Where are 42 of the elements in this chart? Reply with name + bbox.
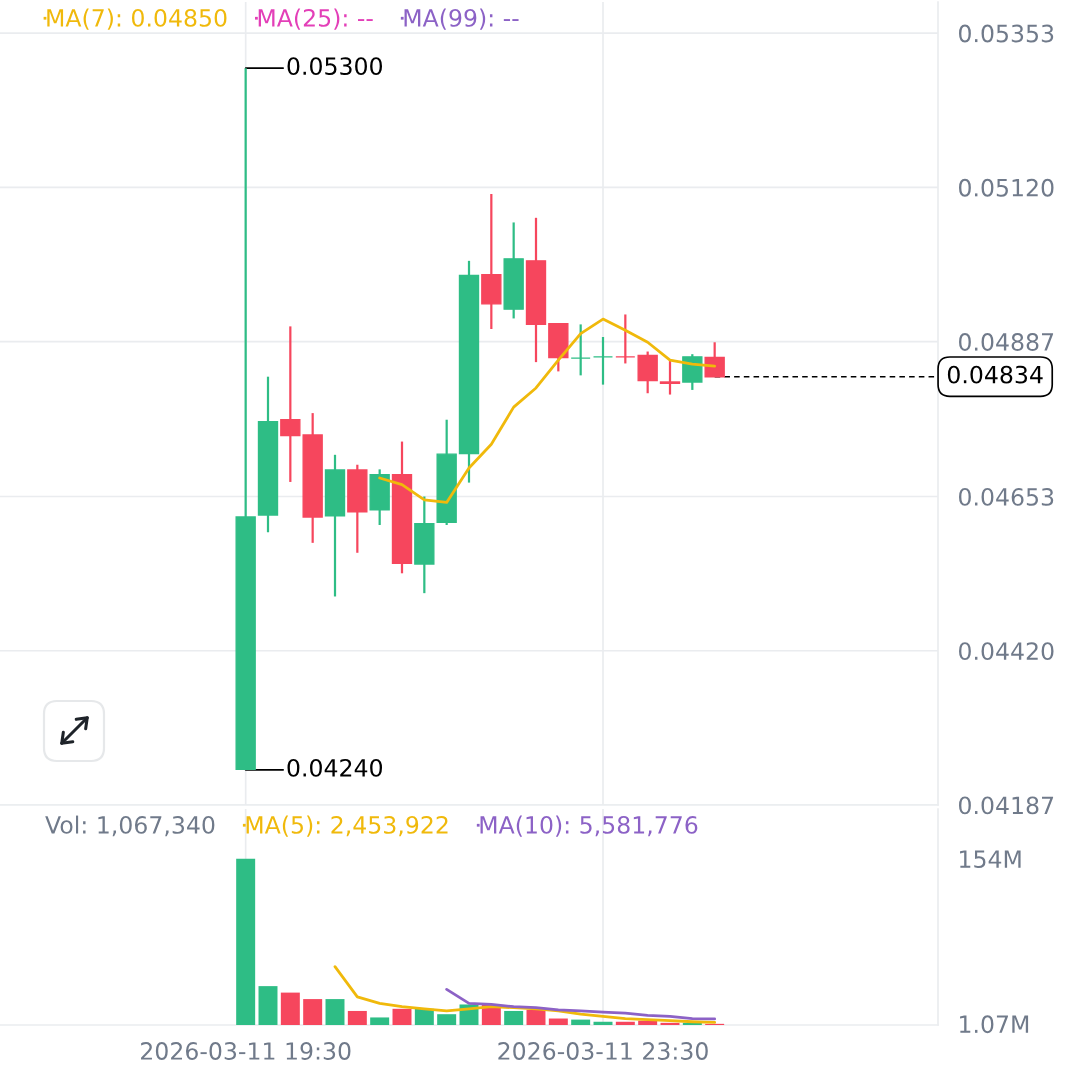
bar	[437, 1014, 457, 1025]
x-tick-label: 2026-03-11 23:30	[498, 1042, 708, 1060]
bar	[392, 1008, 412, 1025]
legend-label: MA(25): --	[258, 8, 373, 30]
y-tick-label: 0.04887	[959, 333, 1054, 351]
bar	[347, 1010, 367, 1025]
bar	[526, 1009, 546, 1025]
bar	[682, 1022, 702, 1025]
candlestick	[615, 313, 636, 365]
bar	[258, 986, 278, 1025]
bar	[325, 999, 345, 1025]
bar	[638, 1020, 658, 1025]
annotation: 0.04240	[287, 758, 383, 777]
bar	[504, 1010, 524, 1025]
legend-label: MA(99): --	[404, 8, 519, 30]
candlestick	[592, 335, 614, 386]
bar	[370, 1017, 390, 1025]
bar	[280, 992, 300, 1025]
bar	[571, 1019, 591, 1025]
annotation: 0.05300	[287, 57, 383, 76]
y-tick-label: 1.07M	[960, 1015, 1029, 1034]
legend-label: MA(10): 5,581,776	[480, 815, 698, 837]
y-tick-label: 0.04653	[959, 487, 1054, 506]
annotation: Vol: 1,067,340	[45, 815, 215, 837]
ref-line-label: 0.04834	[947, 365, 1043, 384]
bar	[236, 858, 256, 1025]
legend-label: MA(7): 0.04850	[47, 8, 227, 30]
candlestick	[704, 341, 725, 378]
x-tick-label: 2026-03-11 19:30	[141, 1042, 351, 1060]
y-tick-label: 154M	[960, 850, 1021, 868]
bar	[548, 1018, 568, 1025]
bar	[303, 999, 323, 1025]
y-tick-label: 0.04420	[959, 642, 1054, 661]
y-tick-label: 0.05120	[959, 178, 1054, 197]
candlestick	[659, 359, 681, 396]
bar	[414, 1008, 434, 1025]
line-series	[445, 987, 717, 1021]
legend-label: MA(5): 2,453,922	[246, 815, 448, 837]
y-tick-label: 0.05353	[959, 24, 1054, 43]
y-tick-label: 0.04187	[959, 796, 1054, 815]
candlestick	[570, 323, 591, 377]
bar	[615, 1021, 635, 1025]
